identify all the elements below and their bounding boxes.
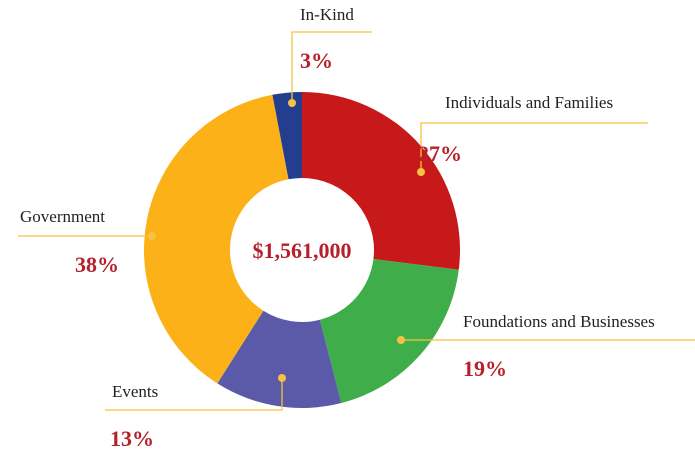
slice-percent: 27% bbox=[418, 141, 462, 166]
slice-percent: 38% bbox=[75, 252, 119, 277]
center-total: $1,561,000 bbox=[253, 238, 352, 263]
donut-slice bbox=[272, 92, 302, 180]
slice-percent: 13% bbox=[110, 426, 154, 451]
leader-line bbox=[291, 31, 372, 103]
leader-line bbox=[105, 378, 283, 411]
leader-line bbox=[420, 122, 648, 172]
leader-dot bbox=[288, 99, 296, 107]
slice-name: Individuals and Families bbox=[445, 93, 613, 112]
slice-percent: 3% bbox=[300, 48, 333, 73]
leader-dot bbox=[148, 232, 156, 240]
slice-name: Events bbox=[112, 382, 158, 401]
slice-name: Government bbox=[20, 207, 105, 226]
slice-name: In-Kind bbox=[300, 5, 354, 24]
donut-slice bbox=[302, 92, 460, 270]
leader-dot bbox=[278, 374, 286, 382]
slice-percent: 19% bbox=[463, 356, 507, 381]
leader-dot bbox=[417, 168, 425, 176]
donut-slice bbox=[144, 94, 289, 384]
donut-slice bbox=[217, 310, 342, 408]
slice-name: Foundations and Businesses bbox=[463, 312, 655, 331]
donut-slice bbox=[319, 259, 459, 404]
leader-dot bbox=[397, 336, 405, 344]
